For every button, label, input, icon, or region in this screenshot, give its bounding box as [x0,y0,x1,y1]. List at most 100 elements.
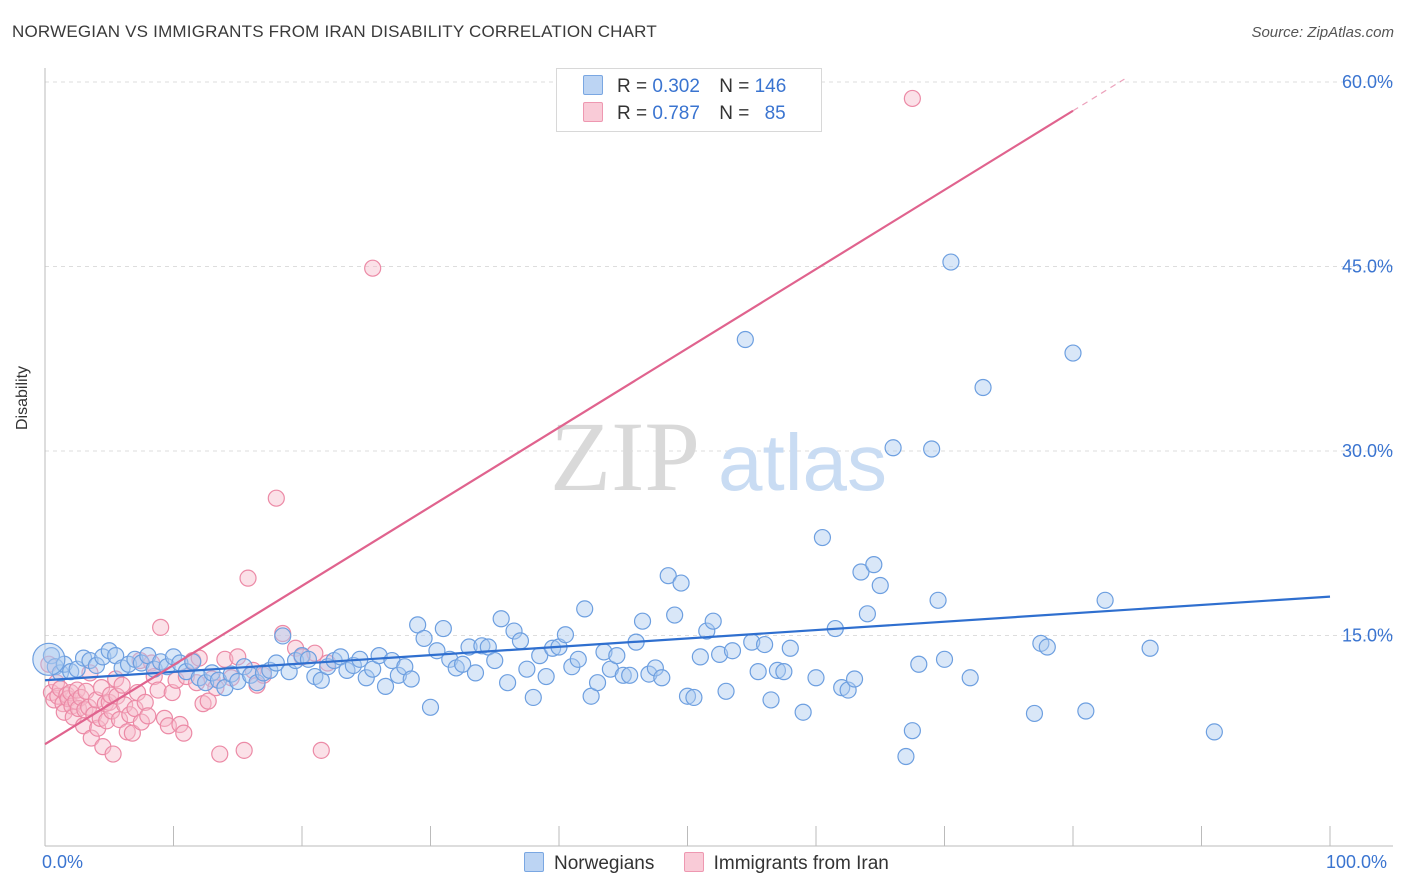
y-tick-label: 30.0% [1342,441,1393,461]
iran-point [116,696,134,714]
norwegian-point [197,674,215,692]
norwegian-point [678,687,697,705]
norwegian-point [884,439,902,457]
x-tick-label-min: 0.0% [42,852,84,872]
norwegian-point [929,591,947,609]
legend-n-label: N = [719,103,750,124]
norwegian-point [299,650,318,668]
norwegian-point [94,648,112,666]
y-tick-labels: 15.0% 30.0% 45.0% 60.0% [1342,72,1393,646]
norwegian-point [813,528,832,547]
iran-point [98,712,116,730]
norwegian-point [935,650,954,668]
legend-n-value: 85 [764,103,786,124]
iran-point [239,569,257,587]
legend-r-label: R = [617,76,648,97]
norwegian-point [524,688,542,707]
norwegian-point [267,654,285,672]
norwegian-point [588,674,607,692]
norwegian-point [614,666,632,684]
norwegian-point [434,619,452,638]
norwegian-point [486,651,504,670]
norwegian-point [897,747,915,766]
norwegian-point [691,648,709,666]
y-tick-label: 60.0% [1342,72,1393,92]
norwegian-point [1096,591,1114,609]
legend-n-label: N = [719,76,750,97]
norwegian-point [608,647,626,665]
watermark-atlas: atlas [718,418,887,507]
iran-trend-line [44,109,1074,746]
norwegian-point [441,650,459,668]
norwegian-point [454,655,472,673]
norwegian-point [640,665,658,683]
norwegian-point [492,610,510,628]
iran-point [216,650,234,668]
legend-row-norwegians: R = 0.302 N = 146 [583,75,786,98]
norwegian-point [762,691,780,709]
iran-point [149,681,167,699]
norwegian-point [357,669,375,687]
legend-swatch-blue [524,852,544,872]
source-label: Source: ZipAtlas.com [1251,24,1394,41]
norwegian-point [87,656,106,675]
axes [44,68,1393,847]
norwegian-point [32,642,66,676]
norwegian-point [910,655,928,673]
norwegian-trend-line [44,595,1331,682]
norwegian-point [858,605,877,623]
iran-point [175,724,193,742]
y-tick-label: 45.0% [1342,257,1393,277]
norwegian-point [717,682,735,700]
norwegian-point [659,567,677,585]
norwegian-point [781,639,799,657]
y-axis-label: Disability [14,365,31,430]
norwegian-point [871,576,889,595]
iran-point [211,745,229,763]
norwegian-point [1038,638,1056,656]
norwegian-point [974,378,992,397]
norwegian-point [505,622,523,640]
norwegian-point [556,626,575,644]
norwegian-point [672,574,690,592]
legend-n-value: 146 [754,76,787,97]
iran-point [104,745,122,763]
legend-item-norwegians: Norwegians [524,852,654,875]
series-legend: Norwegians Immigrants from Iran [524,852,913,875]
watermark-zip: ZIP [550,401,700,512]
iran-trend-extension [1072,78,1125,112]
chart-title: NORWEGIAN VS IMMIGRANTS FROM IRAN DISABI… [12,22,657,41]
norwegian-point [845,670,864,688]
norwegian-point [42,647,61,665]
norwegian-point [569,650,587,668]
norwegian-point [942,253,960,271]
norwegian-point [768,661,787,680]
iran-point [199,692,217,710]
legend-r-value: 0.302 [652,76,700,97]
norwegian-point [633,612,652,630]
iran-point [152,618,170,636]
iran-point [306,644,324,662]
iran-point [171,715,189,734]
trend-lines [44,78,1331,746]
norwegian-point [621,666,639,684]
legend-swatch-pink [683,852,704,872]
legend-label-norwegians: Norwegians [554,853,655,874]
norwegian-point [499,674,517,692]
norwegian-point [415,629,433,648]
norwegian-point [685,688,703,707]
legend-row-iran: R = 0.787 N = 85 [583,102,786,125]
norwegian-point [537,667,555,686]
norwegian-point [274,627,292,645]
iran-point [82,729,100,747]
norwegian-point [1064,344,1082,362]
legend-swatch-pink [583,102,603,122]
norwegian-point [666,606,684,624]
norwegian-point [852,563,870,581]
iran-point [123,724,141,742]
norwegian-point [576,600,594,618]
legend-swatch-blue [583,75,603,95]
norwegian-point [248,674,266,692]
norwegian-points [32,253,1223,766]
